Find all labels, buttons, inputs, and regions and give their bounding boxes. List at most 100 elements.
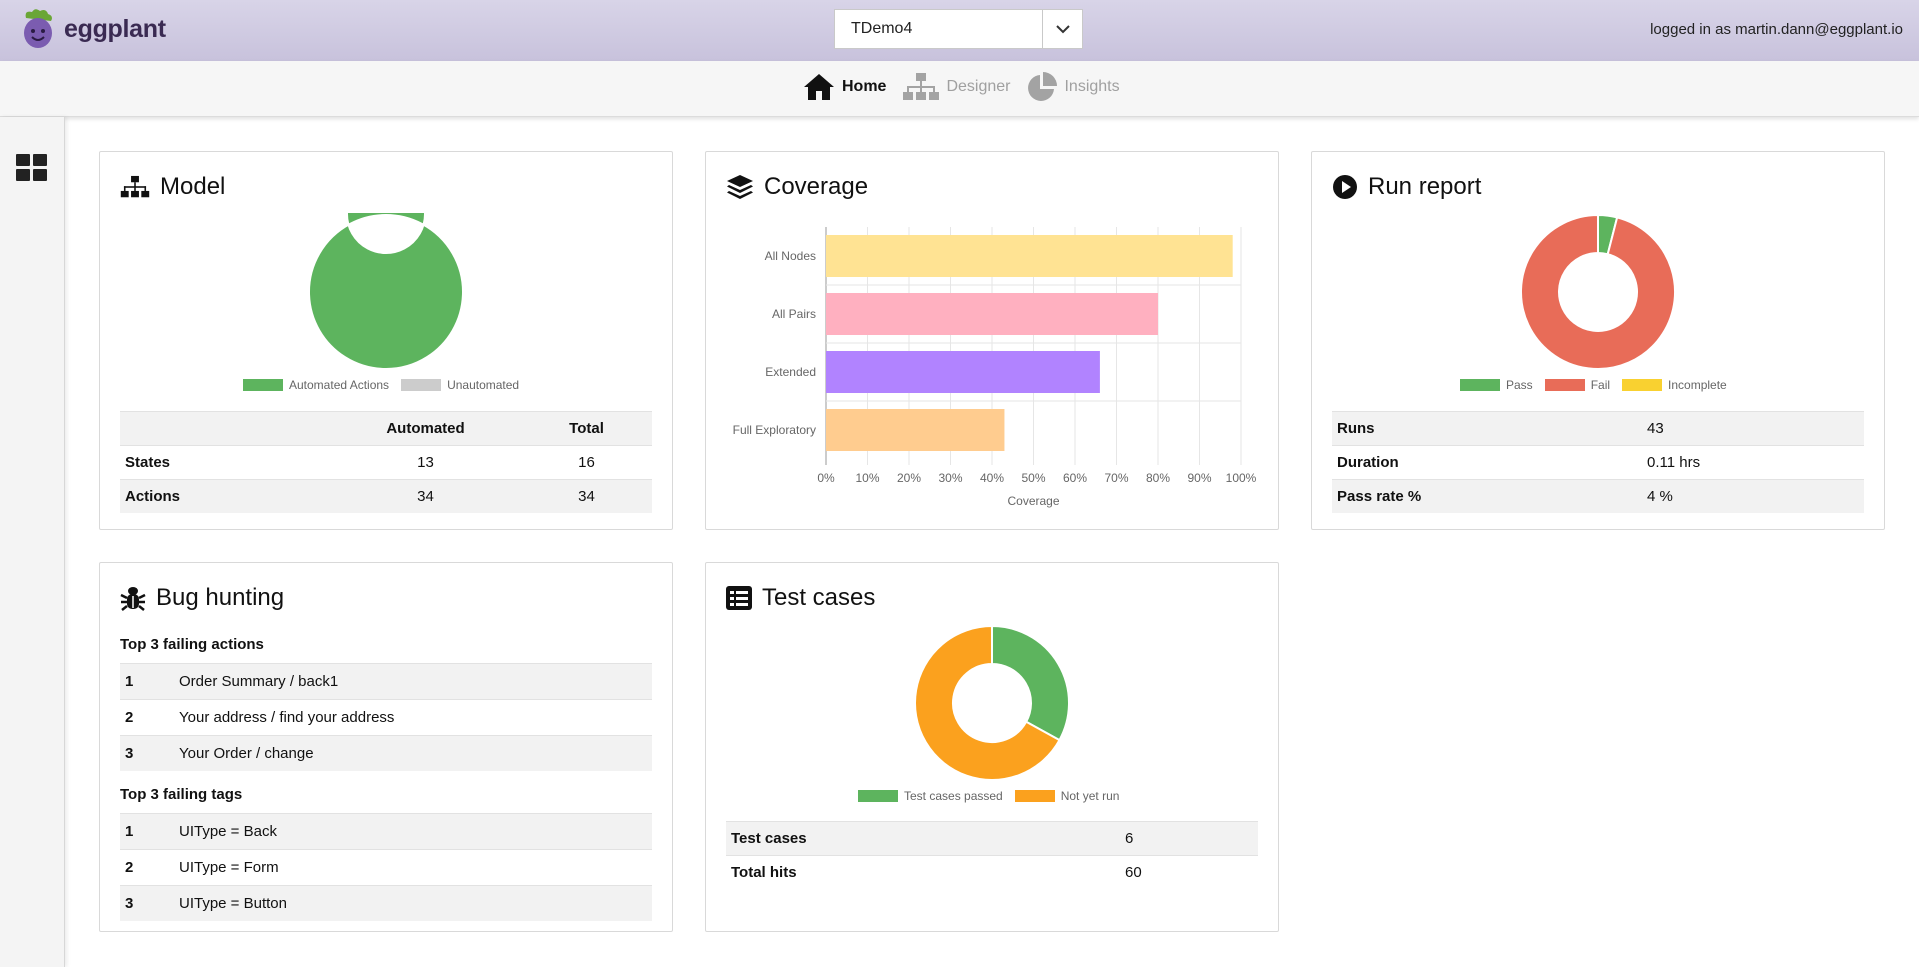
legend-item-fail[interactable]: Fail — [1544, 378, 1611, 392]
table-row[interactable]: 2 UIType = Form — [120, 849, 652, 886]
legend-item-not-run[interactable]: Not yet run — [1014, 789, 1120, 803]
x-tick-label: 30% — [938, 471, 962, 485]
rank-number: 1 — [120, 663, 178, 700]
table-row[interactable]: 3 Your Order / change — [120, 735, 652, 771]
donut-slice-test-cases-passed[interactable] — [991, 624, 1070, 742]
tag-name: UIType = Form — [178, 849, 652, 886]
rank-number: 2 — [120, 849, 178, 886]
table-row[interactable]: 1 UIType = Back — [120, 813, 652, 850]
chevron-down-icon[interactable] — [1042, 10, 1082, 48]
nav-designer-label: Designer — [946, 78, 1011, 95]
x-tick-label: 80% — [1146, 471, 1170, 485]
test-cases-table: Test cases 6 Total hits 60 — [726, 821, 1258, 889]
eggplant-logo-icon — [24, 9, 52, 48]
legend-swatch — [1460, 379, 1500, 391]
donut-slice-fail[interactable] — [1520, 213, 1676, 370]
legend-label: Pass — [1506, 378, 1533, 392]
run-report-card: Run report Pass Fail Incomplete Runs 43 … — [1311, 151, 1885, 530]
row-label: Total hits — [731, 864, 797, 881]
row-value: 4 % — [1647, 488, 1673, 505]
table-row: States 13 16 — [120, 445, 652, 480]
failing-actions-heading: Top 3 failing actions — [120, 636, 264, 653]
table-header: Automated — [386, 420, 465, 437]
legend-item-pass[interactable]: Pass — [1460, 378, 1533, 392]
x-tick-label: 100% — [1226, 471, 1257, 485]
table-row[interactable]: 3 UIType = Button — [120, 885, 652, 921]
run-report-title-text: Run report — [1368, 173, 1482, 200]
legend-item-automated[interactable]: Automated Actions — [243, 378, 389, 392]
row-value: 6 — [1125, 830, 1134, 847]
rank-number: 3 — [120, 885, 178, 921]
nav-home[interactable]: Home — [802, 72, 886, 102]
sidebar — [0, 117, 65, 967]
legend-item-unautomated[interactable]: Unautomated — [401, 378, 519, 392]
legend-item-incomplete[interactable]: Incomplete — [1622, 378, 1727, 392]
nav-designer[interactable]: Designer — [902, 72, 1010, 102]
project-select[interactable]: TDemo4 — [834, 9, 1083, 49]
y-category-label: Full Exploratory — [733, 423, 816, 437]
play-circle-icon — [1333, 175, 1357, 199]
donut-slice-not-yet-run[interactable] — [914, 624, 1061, 781]
legend-label: Test cases passed — [904, 789, 1003, 803]
row-value: 0.11 hrs — [1647, 454, 1701, 471]
y-category-label: All Pairs — [772, 307, 816, 321]
action-name: Order Summary / back1 — [178, 663, 652, 700]
x-axis-label: Coverage — [1007, 494, 1059, 508]
test-cases-legend: Test cases passed Not yet run — [858, 789, 1131, 803]
table-row: Pass rate % 4 % — [1332, 479, 1864, 513]
rank-number: 2 — [120, 699, 178, 736]
legend-item-passed[interactable]: Test cases passed — [858, 789, 1003, 803]
test-cases-card-title: Test cases — [726, 584, 875, 612]
legend-label: Fail — [1590, 378, 1611, 392]
row-label: Runs — [1337, 420, 1375, 437]
x-tick-label: 0% — [817, 471, 835, 485]
table-row[interactable]: 2 Your address / find your address — [120, 699, 652, 736]
bar-all-nodes[interactable] — [826, 235, 1233, 277]
bar-extended[interactable] — [826, 351, 1100, 393]
row-value: 16 — [578, 454, 595, 471]
row-label: Duration — [1337, 454, 1399, 471]
x-tick-label: 90% — [1187, 471, 1211, 485]
model-legend: Automated Actions Unautomated — [243, 378, 531, 392]
x-tick-label: 60% — [1063, 471, 1087, 485]
bug-hunting-card-title: Bug hunting — [120, 584, 284, 612]
login-status: logged in as martin.dann@eggplant.io — [1650, 21, 1903, 38]
table-row[interactable]: 1 Order Summary / back1 — [120, 663, 652, 700]
action-name: Your Order / change — [178, 735, 652, 771]
run-report-donut-chart — [1520, 213, 1676, 370]
legend-swatch — [401, 379, 442, 391]
list-icon — [726, 586, 752, 610]
row-value: 60 — [1125, 864, 1142, 881]
bar-all-pairs[interactable] — [826, 293, 1158, 335]
rank-number: 1 — [120, 813, 178, 850]
sitemap-icon — [903, 73, 940, 100]
run-report-table: Runs 43 Duration 0.11 hrs Pass rate % 4 … — [1332, 411, 1864, 513]
legend-label: Automated Actions — [289, 378, 390, 392]
test-cases-card: Test cases Test cases passed Not yet run… — [705, 562, 1279, 932]
row-value: 43 — [1647, 420, 1664, 437]
x-tick-label: 70% — [1104, 471, 1128, 485]
coverage-title-text: Coverage — [764, 173, 869, 200]
failing-tags-heading: Top 3 failing tags — [120, 786, 243, 803]
row-value: 34 — [417, 488, 434, 505]
nav-home-label: Home — [842, 78, 887, 95]
legend-label: Not yet run — [1060, 789, 1120, 803]
model-donut-chart — [308, 213, 464, 370]
eggplant-logo[interactable]: eggplant — [20, 8, 166, 50]
nav-insights-label: Insights — [1064, 78, 1120, 95]
table-row: Duration 0.11 hrs — [1332, 445, 1864, 480]
donut-slice-automated-actions[interactable] — [308, 213, 464, 370]
top-bar: eggplant TDemo4 logged in as martin.dann… — [0, 0, 1919, 61]
x-tick-label: 20% — [897, 471, 921, 485]
dashboard-icon[interactable] — [16, 154, 48, 187]
run-report-card-title: Run report — [1332, 173, 1481, 201]
home-icon — [804, 74, 834, 100]
layers-icon — [727, 175, 753, 199]
legend-label: Incomplete — [1668, 378, 1727, 392]
bar-full-exploratory[interactable] — [826, 409, 1005, 451]
failing-tags-table: 1 UIType = Back 2 UIType = Form 3 UIType… — [120, 813, 652, 921]
legend-swatch — [1544, 379, 1585, 391]
tag-name: UIType = Back — [178, 813, 652, 850]
nav-insights[interactable]: Insights — [1026, 71, 1120, 103]
table-row: Runs 43 — [1332, 411, 1864, 446]
